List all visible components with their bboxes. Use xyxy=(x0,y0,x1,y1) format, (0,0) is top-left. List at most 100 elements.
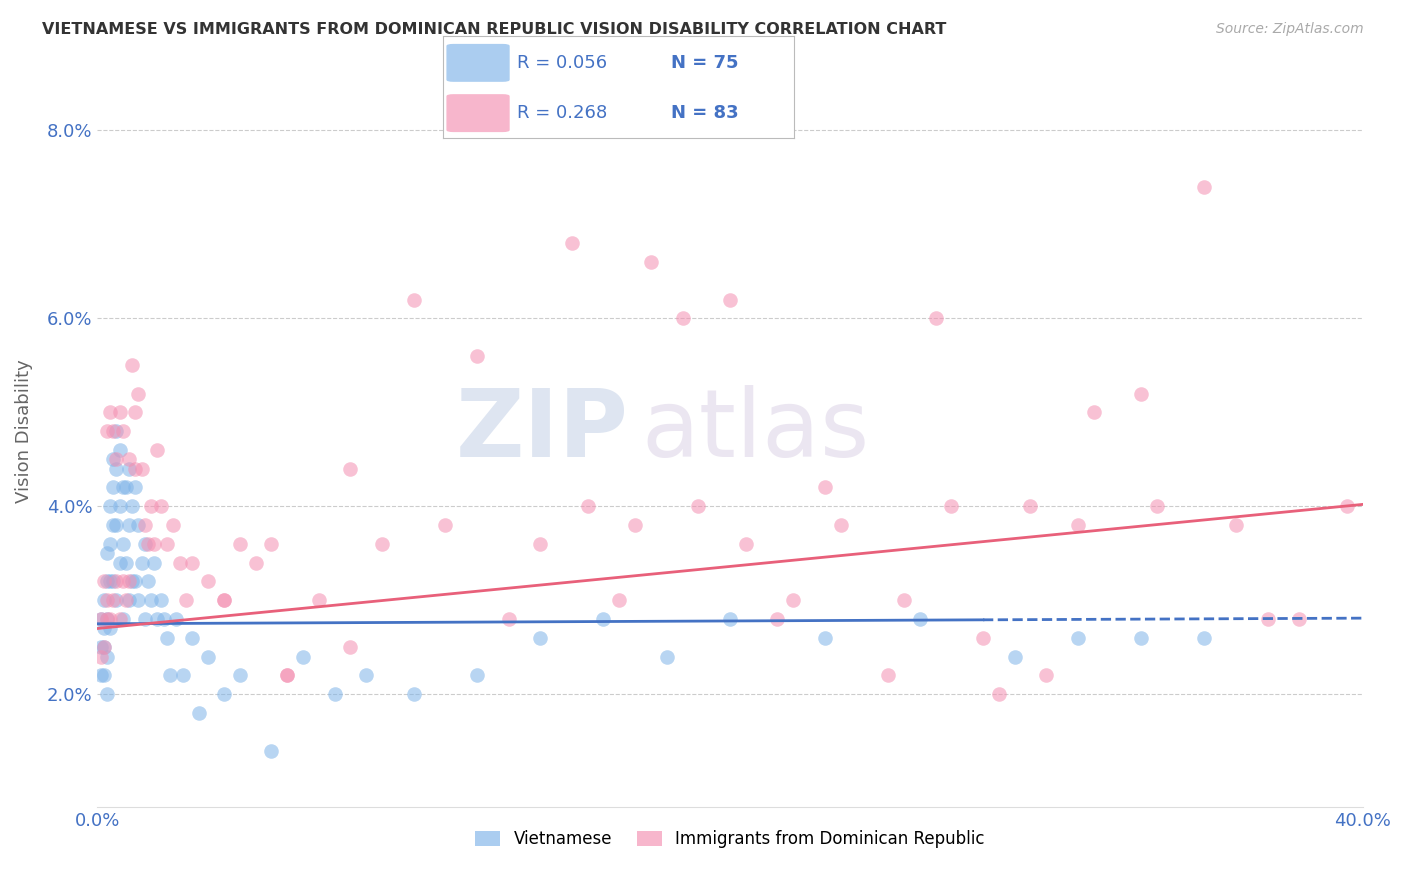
Point xyxy=(371,537,394,551)
Point xyxy=(276,668,298,682)
Point xyxy=(134,537,156,551)
Point xyxy=(1083,405,1105,419)
Point xyxy=(108,442,131,457)
Point xyxy=(124,481,146,495)
Point xyxy=(103,574,125,589)
Point xyxy=(181,556,204,570)
Point xyxy=(908,612,931,626)
Point xyxy=(136,574,159,589)
Point xyxy=(118,461,141,475)
Point xyxy=(245,556,267,570)
Point xyxy=(972,631,994,645)
Point xyxy=(941,500,963,514)
Point xyxy=(1067,518,1090,533)
Point xyxy=(96,687,118,701)
Point xyxy=(671,311,693,326)
Point xyxy=(105,461,128,475)
Point xyxy=(576,500,599,514)
Point xyxy=(766,612,789,626)
FancyBboxPatch shape xyxy=(447,95,509,132)
Text: VIETNAMESE VS IMMIGRANTS FROM DOMINICAN REPUBLIC VISION DISABILITY CORRELATION C: VIETNAMESE VS IMMIGRANTS FROM DOMINICAN … xyxy=(42,22,946,37)
Point xyxy=(434,518,457,533)
Point xyxy=(354,668,377,682)
FancyBboxPatch shape xyxy=(447,44,509,82)
Point xyxy=(93,574,115,589)
Point xyxy=(498,612,520,626)
Point xyxy=(1194,631,1216,645)
Point xyxy=(103,593,125,607)
Point xyxy=(1194,179,1216,194)
Y-axis label: Vision Disability: Vision Disability xyxy=(15,359,32,503)
Point xyxy=(115,481,138,495)
Point xyxy=(260,537,283,551)
Point xyxy=(1035,668,1057,682)
Point xyxy=(197,574,219,589)
Point xyxy=(718,293,741,307)
Point xyxy=(105,593,128,607)
Point xyxy=(124,461,146,475)
Point xyxy=(96,612,118,626)
Point xyxy=(98,612,121,626)
Point xyxy=(734,537,756,551)
Point xyxy=(260,744,283,758)
Point xyxy=(90,612,112,626)
Point xyxy=(814,631,837,645)
Point xyxy=(90,649,112,664)
Point xyxy=(1130,631,1153,645)
Point xyxy=(1019,500,1042,514)
Point xyxy=(98,622,121,636)
Point xyxy=(124,574,146,589)
Point xyxy=(172,668,194,682)
Point xyxy=(111,537,134,551)
Point xyxy=(156,537,179,551)
Point xyxy=(98,405,121,419)
Point xyxy=(987,687,1010,701)
Point xyxy=(149,593,172,607)
Point xyxy=(291,649,314,664)
Point xyxy=(98,500,121,514)
Point xyxy=(149,500,172,514)
Point xyxy=(108,405,131,419)
Point xyxy=(121,574,143,589)
Point xyxy=(197,649,219,664)
Point xyxy=(212,687,235,701)
Point xyxy=(169,556,191,570)
Point xyxy=(141,500,163,514)
Point xyxy=(128,386,150,401)
Point xyxy=(93,640,115,655)
Point xyxy=(212,593,235,607)
Point xyxy=(105,424,128,438)
Point xyxy=(339,640,361,655)
Point xyxy=(111,481,134,495)
Point xyxy=(90,640,112,655)
Text: R = 0.268: R = 0.268 xyxy=(517,104,607,122)
Point xyxy=(1146,500,1168,514)
Point xyxy=(465,668,488,682)
Point xyxy=(96,649,118,664)
Point xyxy=(156,631,179,645)
Point xyxy=(146,442,169,457)
Point xyxy=(814,481,837,495)
Point xyxy=(103,452,125,467)
Point xyxy=(111,612,134,626)
Point xyxy=(276,668,298,682)
Point xyxy=(1225,518,1247,533)
Point xyxy=(529,631,551,645)
Point xyxy=(136,537,159,551)
Point xyxy=(121,359,143,373)
Point xyxy=(592,612,614,626)
Point xyxy=(93,668,115,682)
Point xyxy=(121,500,143,514)
Point xyxy=(162,518,184,533)
Point xyxy=(115,556,138,570)
Point xyxy=(624,518,647,533)
Point xyxy=(115,593,138,607)
Point xyxy=(124,405,146,419)
Point xyxy=(402,687,425,701)
Point xyxy=(830,518,852,533)
Text: N = 75: N = 75 xyxy=(671,54,740,72)
Point xyxy=(111,424,134,438)
Point xyxy=(103,424,125,438)
Point xyxy=(98,574,121,589)
Point xyxy=(339,461,361,475)
